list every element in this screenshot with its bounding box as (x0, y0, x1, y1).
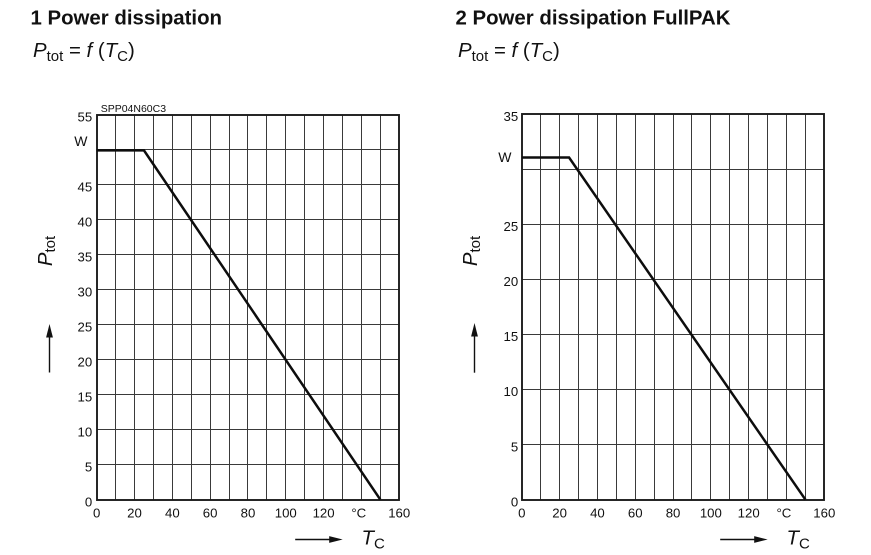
svg-text:1 Power dissipation: 1 Power dissipation (31, 8, 223, 30)
svg-text:80: 80 (666, 505, 681, 520)
svg-text:2 Power dissipation FullPAK: 2 Power dissipation FullPAK (456, 8, 731, 30)
svg-text:35: 35 (504, 109, 519, 124)
svg-text:TC: TC (787, 528, 810, 553)
svg-text:20: 20 (78, 354, 93, 369)
svg-text:Ptot = f (TC): Ptot = f (TC) (33, 40, 135, 65)
svg-text:25: 25 (78, 319, 93, 334)
svg-text:5: 5 (511, 439, 518, 454)
svg-text:40: 40 (165, 505, 180, 520)
svg-text:40: 40 (78, 215, 93, 230)
svg-text:60: 60 (203, 505, 218, 520)
svg-text:0: 0 (511, 494, 518, 509)
svg-text:120: 120 (738, 505, 760, 520)
svg-text:20: 20 (127, 505, 142, 520)
svg-text:0: 0 (518, 505, 525, 520)
svg-text:100: 100 (275, 505, 297, 520)
svg-text:TC: TC (362, 528, 385, 553)
svg-text:10: 10 (504, 384, 519, 399)
svg-text:25: 25 (504, 219, 519, 234)
svg-text:80: 80 (241, 505, 256, 520)
svg-text:55: 55 (78, 110, 93, 125)
svg-text:10: 10 (78, 424, 93, 439)
svg-text:20: 20 (504, 274, 519, 289)
svg-text:15: 15 (78, 389, 93, 404)
svg-text:120: 120 (313, 505, 335, 520)
svg-text:20: 20 (552, 505, 567, 520)
svg-text:30: 30 (78, 285, 93, 300)
svg-text:W: W (74, 133, 88, 149)
svg-text:°C: °C (776, 505, 791, 520)
svg-text:35: 35 (78, 250, 93, 265)
svg-text:160: 160 (813, 505, 835, 520)
svg-text:Ptot = f (TC): Ptot = f (TC) (458, 40, 560, 65)
svg-text:SPP04N60C3: SPP04N60C3 (101, 103, 167, 115)
svg-text:100: 100 (700, 505, 722, 520)
svg-text:40: 40 (590, 505, 605, 520)
svg-text:°C: °C (351, 505, 366, 520)
svg-text:Ptot: Ptot (460, 235, 484, 266)
svg-text:5: 5 (85, 459, 92, 474)
svg-text:160: 160 (388, 505, 410, 520)
svg-text:15: 15 (504, 329, 519, 344)
svg-text:0: 0 (93, 505, 100, 520)
svg-text:45: 45 (78, 180, 93, 195)
svg-text:Ptot: Ptot (35, 235, 59, 266)
svg-text:W: W (498, 149, 512, 165)
svg-text:60: 60 (628, 505, 643, 520)
svg-text:0: 0 (85, 494, 92, 509)
